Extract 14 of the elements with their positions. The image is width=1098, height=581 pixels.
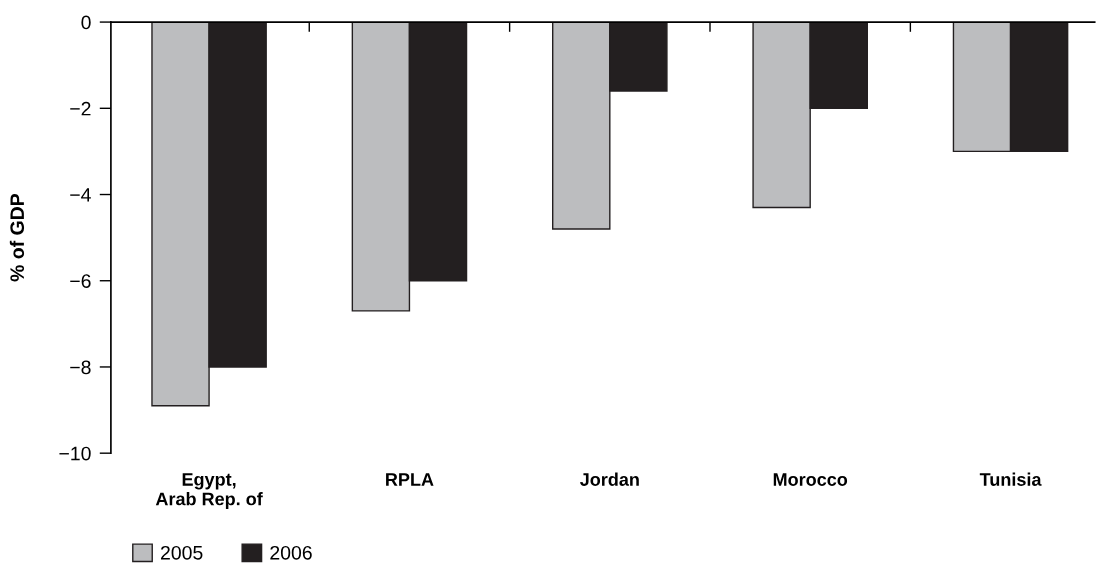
y-tick-label: −10 xyxy=(59,446,91,461)
x-tick-label: Tunisia xyxy=(979,472,1042,486)
x-tick-label: Egypt, Arab Rep. of xyxy=(155,473,263,509)
x-tick-label: Morocco xyxy=(773,473,848,486)
legend-label: 2005 xyxy=(160,545,203,560)
y-tick-label: 0 xyxy=(81,15,91,30)
legend-label: 2006 xyxy=(270,545,312,560)
y-tick-label: −6 xyxy=(70,274,91,288)
y-tick-label: −2 xyxy=(70,101,91,116)
y-tick-label: −8 xyxy=(70,360,91,375)
y-axis-title: % of GDP xyxy=(9,194,25,282)
x-tick-label: RPLA xyxy=(386,473,434,486)
x-tick-label: Jordan xyxy=(579,472,639,486)
y-tick-label: −4 xyxy=(70,188,91,202)
